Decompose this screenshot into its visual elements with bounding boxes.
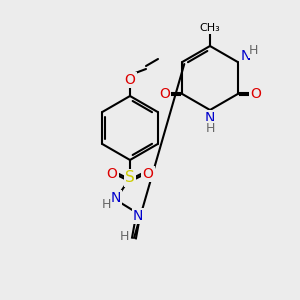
Text: N: N (241, 49, 251, 63)
Text: O: O (124, 73, 135, 87)
Text: H: H (119, 230, 129, 242)
Text: H: H (101, 197, 111, 211)
Text: CH₃: CH₃ (200, 23, 220, 33)
Text: O: O (159, 87, 170, 101)
Text: H: H (249, 44, 258, 56)
Text: H: H (205, 122, 215, 134)
Text: N: N (133, 209, 143, 223)
Text: O: O (250, 87, 261, 101)
Text: O: O (142, 167, 153, 181)
Text: N: N (205, 111, 215, 125)
Text: N: N (111, 191, 121, 205)
Text: O: O (106, 167, 117, 181)
Text: S: S (125, 170, 135, 185)
